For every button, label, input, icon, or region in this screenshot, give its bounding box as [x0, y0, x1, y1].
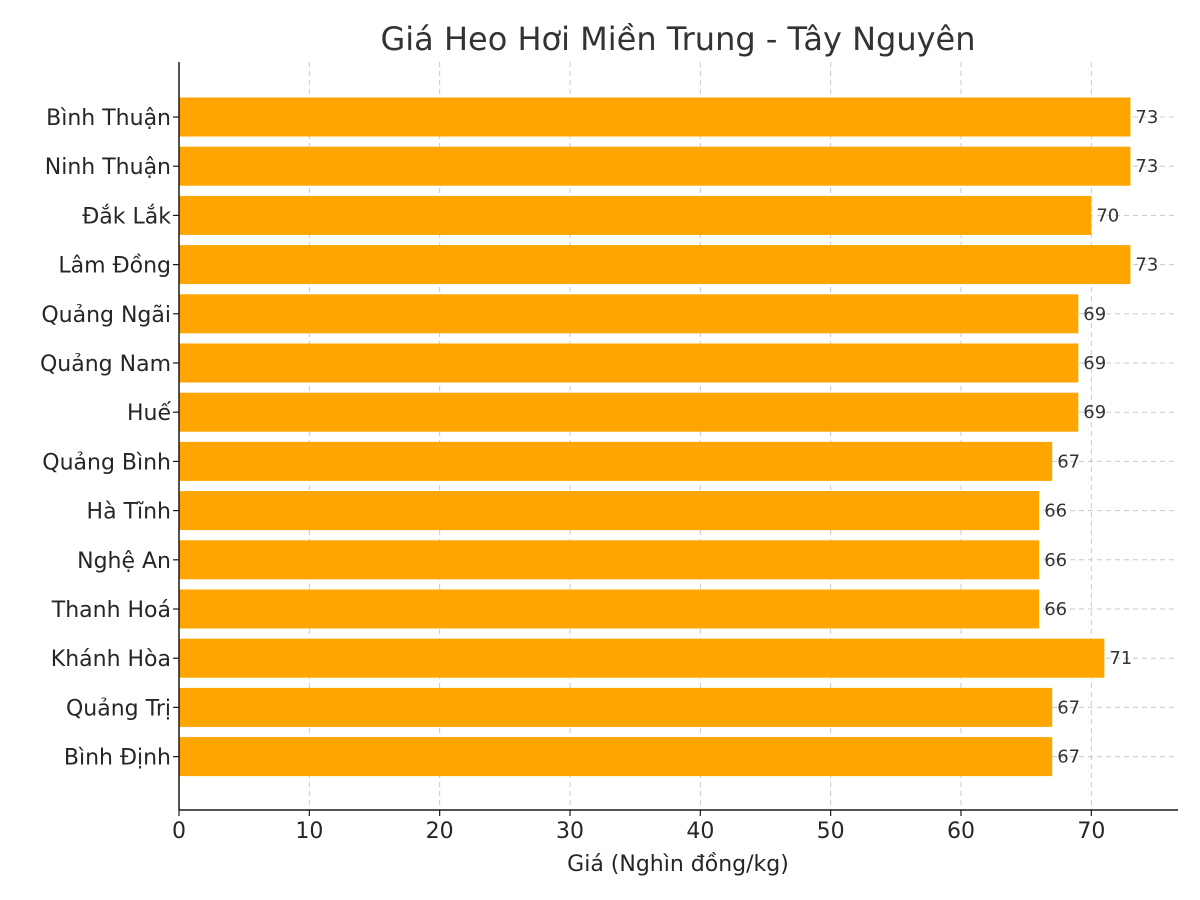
- bar-value-label: 70: [1096, 205, 1119, 226]
- x-tick-label: 40: [686, 819, 714, 844]
- bar: [179, 737, 1053, 777]
- y-tick-label: Hà Tĩnh: [87, 500, 171, 525]
- y-tick-label: Quảng Nam: [40, 352, 171, 377]
- x-tick-label: 50: [817, 819, 845, 844]
- bar-value-label: 73: [1135, 255, 1158, 276]
- bar: [179, 146, 1131, 186]
- bar-value-label: 69: [1083, 304, 1106, 325]
- bar: [179, 638, 1105, 678]
- x-tick-label: 70: [1077, 819, 1105, 844]
- bar-value-label: 66: [1044, 550, 1067, 571]
- bar-value-label: 67: [1057, 747, 1080, 768]
- bar: [179, 589, 1040, 629]
- y-tick-label: Ninh Thuận: [45, 155, 171, 180]
- bar-value-label: 73: [1135, 107, 1158, 128]
- bar: [179, 294, 1079, 334]
- bar: [179, 195, 1092, 235]
- bar: [179, 687, 1053, 727]
- bars: [179, 97, 1131, 777]
- bar: [179, 97, 1131, 137]
- y-tick-label: Đắk Lắk: [82, 204, 171, 229]
- bar: [179, 491, 1040, 531]
- bar-value-label: 69: [1083, 402, 1106, 423]
- y-tick-label: Thanh Hoá: [51, 598, 171, 623]
- y-tick-label: Huế: [127, 401, 171, 426]
- bar: [179, 343, 1079, 383]
- bar-value-label: 73: [1135, 156, 1158, 177]
- y-tick-label: Quảng Trị: [66, 696, 171, 721]
- bar-value-label: 66: [1044, 501, 1067, 522]
- y-tick-label: Quảng Bình: [42, 450, 171, 475]
- x-axis-label: Giá (Nghìn đồng/kg): [567, 852, 789, 877]
- y-tick-label: Nghệ An: [77, 549, 171, 574]
- x-tick-label: 0: [172, 819, 186, 844]
- bar-value-label: 67: [1057, 451, 1080, 472]
- x-tick-label: 10: [295, 819, 323, 844]
- y-tick-label: Bình Thuận: [46, 106, 171, 131]
- value-labels: 73 73 70 73 69 69 69 67 66 66 66 71 67 67: [1044, 107, 1158, 768]
- x-ticks: 0 10 20 30 40 50 60 70: [172, 810, 1105, 844]
- y-tick-label: Khánh Hòa: [51, 647, 171, 672]
- y-tick-label: Quảng Ngãi: [41, 303, 171, 328]
- bar: [179, 245, 1131, 285]
- chart-title: Giá Heo Hơi Miền Trung - Tây Nguyên: [380, 20, 975, 58]
- bar-value-label: 69: [1083, 353, 1106, 374]
- bar-value-label: 67: [1057, 697, 1080, 718]
- y-tick-label: Lâm Đồng: [58, 254, 171, 279]
- bar: [179, 441, 1053, 481]
- y-tick-label: Bình Định: [64, 746, 171, 771]
- bar-value-label: 71: [1109, 648, 1132, 669]
- x-tick-label: 60: [947, 819, 975, 844]
- bar: [179, 540, 1040, 580]
- y-tick-labels: Bình Thuận Ninh Thuận Đắk Lắk Lâm Đồng Quảng…: [40, 106, 179, 771]
- x-tick-label: 30: [556, 819, 584, 844]
- bar-value-label: 66: [1044, 599, 1067, 620]
- bar: [179, 392, 1079, 432]
- x-tick-label: 20: [426, 819, 454, 844]
